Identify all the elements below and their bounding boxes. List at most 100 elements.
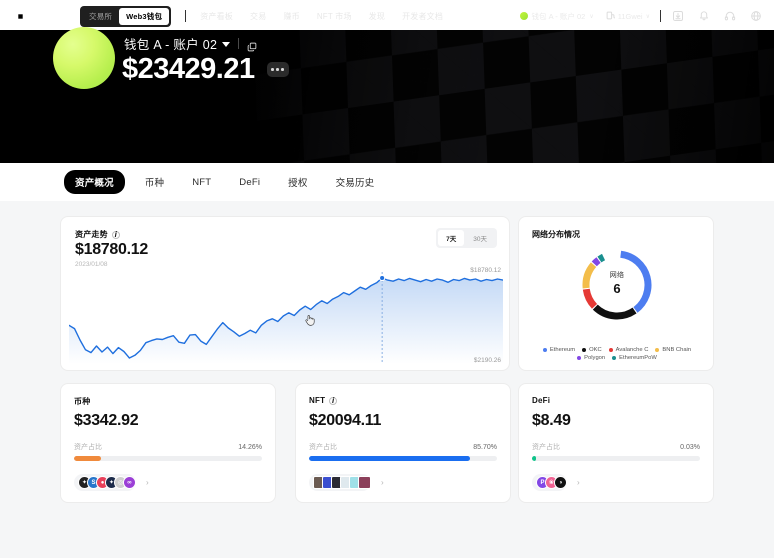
donut-segment-1[interactable] — [592, 304, 637, 320]
tab-tokens[interactable]: 币种 — [144, 178, 165, 189]
gas-price-label: 11Gwei — [617, 11, 643, 21]
wallet-name: 钱包 A - 账户 02 — [124, 38, 218, 52]
nav-link-nft-market[interactable]: NFT 市场 — [316, 11, 352, 21]
tab-asset-overview[interactable]: 资产概况 — [64, 170, 125, 194]
tokens-summary-card[interactable]: 币种 $3342.92 资产占比 14.26% ✦ S ● ✦ ◎ ∞ › — [60, 383, 276, 503]
defi-ratio-row: 资产占比 0.03% — [532, 442, 700, 452]
top-navigation-bar: 交易所 Web3钱包 资产看板 交易 赚币 NFT 市场 发现 开发者文档 钱包… — [0, 0, 774, 32]
defi-ratio-label: 资产占比 — [532, 444, 560, 451]
legend-item-avalanche-c[interactable]: Avalanche C — [608, 347, 648, 353]
legend-swatch — [542, 348, 547, 352]
donut-segment-4[interactable] — [591, 257, 601, 267]
chevron-down-icon[interactable] — [222, 42, 231, 47]
okx-logo[interactable] — [14, 9, 60, 23]
tab-nft[interactable]: NFT — [192, 176, 212, 188]
tab-bar: 资产概况 币种 NFT DeFi 授权 交易历史 — [0, 163, 774, 201]
nft-ratio-row: 资产占比 85.70% — [309, 442, 497, 452]
nav-divider — [185, 10, 187, 22]
network-distribution-title: 网络分布情况 — [532, 230, 580, 239]
legend-item-okc[interactable]: OKC — [582, 347, 602, 353]
defi-progress-fill — [532, 456, 537, 461]
globe-icon[interactable] — [749, 10, 762, 23]
legend-swatch — [577, 356, 582, 360]
more-options-button[interactable] — [266, 62, 289, 77]
account-selector[interactable]: 钱包 A - 账户 02 ∨ — [519, 11, 594, 22]
defi-card-title-row: DeFi — [532, 396, 550, 405]
nft-summary-card[interactable]: NFT i $20094.11 资产占比 85.70% › — [295, 383, 511, 503]
chevron-right-icon[interactable]: › — [381, 478, 384, 487]
headset-icon[interactable] — [723, 10, 736, 23]
tokens-icon-row[interactable]: ✦ S ● ✦ ◎ ∞ › — [74, 474, 149, 491]
dashboard-body: 资产走势 i $18780.12 2023/01/08 7天 30天 — [0, 201, 774, 558]
tokens-ratio-percent: 14.26% — [238, 443, 262, 451]
info-icon[interactable]: i — [111, 230, 120, 239]
segment-exchange[interactable]: 交易所 — [89, 11, 113, 21]
range-option-30d[interactable]: 30天 — [473, 236, 487, 243]
defi-card-title: DeFi — [532, 396, 551, 405]
donut-segment-2[interactable] — [582, 288, 598, 309]
defi-ratio-percent: 0.03% — [680, 443, 700, 451]
info-icon[interactable]: i — [329, 396, 338, 405]
donut-segment-5[interactable] — [597, 253, 606, 263]
asset-icon-5 — [358, 476, 371, 489]
download-icon[interactable] — [671, 10, 684, 23]
nft-card-title: NFT — [309, 396, 326, 405]
bell-icon[interactable] — [697, 10, 710, 23]
defi-icon-row[interactable]: P ❀ ◑ › — [532, 474, 580, 491]
donut-center-value: 6 — [613, 281, 621, 296]
nav-link-developer-docs[interactable]: 开发者文档 — [402, 11, 444, 21]
chevron-right-icon[interactable]: › — [577, 478, 580, 487]
segment-web3-wallet[interactable]: Web3钱包 — [119, 7, 170, 25]
tokens-card-title: 币种 — [74, 397, 91, 406]
nav-link-earn[interactable]: 赚币 — [283, 11, 300, 21]
product-switcher: 交易所 Web3钱包 — [80, 5, 172, 27]
legend-swatch — [655, 348, 660, 352]
defi-progress-bar — [532, 456, 700, 461]
nft-icon-row[interactable]: › — [309, 474, 384, 491]
avatar — [53, 27, 115, 89]
balance-row: $23429.21 — [122, 53, 289, 86]
range-option-7d[interactable]: 7天 — [438, 230, 465, 246]
tokens-ratio-row: 资产占比 14.26% — [74, 442, 262, 452]
tab-approvals[interactable]: 授权 — [288, 178, 308, 189]
gas-price-selector[interactable]: 11Gwei ∨ — [606, 11, 650, 22]
donut-segment-0[interactable] — [620, 250, 652, 313]
legend-swatch — [612, 356, 617, 360]
legend-item-ethereumpow[interactable]: EthereumPoW — [612, 355, 657, 361]
account-selector-label: 钱包 A - 账户 02 — [531, 11, 586, 21]
nav-link-assets[interactable]: 资产看板 — [200, 11, 233, 21]
legend-item-bnb-chain[interactable]: BNB Chain — [655, 347, 691, 353]
nav-right-cluster: 钱包 A - 账户 02 ∨ 11Gwei ∨ — [519, 10, 774, 23]
legend-label: Polygon — [584, 355, 606, 361]
nft-icon-stack — [309, 474, 371, 491]
donut-center-label: 网络 — [609, 272, 625, 279]
network-distribution-card: 网络分布情况 网络 6 Ethereum OKC Avalanche C BNB Ch… — [518, 216, 714, 371]
hero-banner — [0, 30, 774, 163]
tab-defi[interactable]: DeFi — [239, 176, 261, 188]
legend-item-polygon[interactable]: Polygon — [577, 355, 605, 361]
legend-swatch — [608, 348, 613, 352]
chevron-right-icon[interactable]: › — [146, 478, 149, 487]
nav-link-trade[interactable]: 交易 — [250, 11, 267, 21]
network-donut-chart: 网络 6 — [519, 239, 715, 331]
tokens-ratio-label: 资产占比 — [74, 444, 102, 451]
copy-icon[interactable] — [247, 39, 257, 51]
chevron-down-icon: ∨ — [589, 13, 594, 20]
asset-trend-chart[interactable] — [68, 272, 504, 364]
defi-summary-card[interactable]: DeFi $8.49 资产占比 0.03% P ❀ ◑ › — [518, 383, 714, 503]
wallet-header: 钱包 A - 账户 02 — [124, 34, 257, 53]
asset-trend-title-row: 资产走势 i — [75, 229, 120, 240]
tokens-card-value: $3342.92 — [74, 412, 139, 429]
donut-segment-3[interactable] — [582, 262, 597, 289]
legend-item-ethereum[interactable]: Ethereum — [542, 347, 575, 353]
tab-transaction-history[interactable]: 交易历史 — [335, 178, 375, 189]
dot — [276, 68, 279, 71]
nft-progress-bar — [309, 456, 497, 461]
nft-card-value: $20094.11 — [309, 412, 382, 429]
nav-link-discover[interactable]: 发现 — [368, 11, 386, 21]
tokens-progress-bar — [74, 456, 262, 461]
nft-progress-fill — [309, 456, 471, 461]
asset-trend-date: 2023/01/08 — [75, 261, 108, 268]
nav-icon-group — [671, 10, 762, 23]
